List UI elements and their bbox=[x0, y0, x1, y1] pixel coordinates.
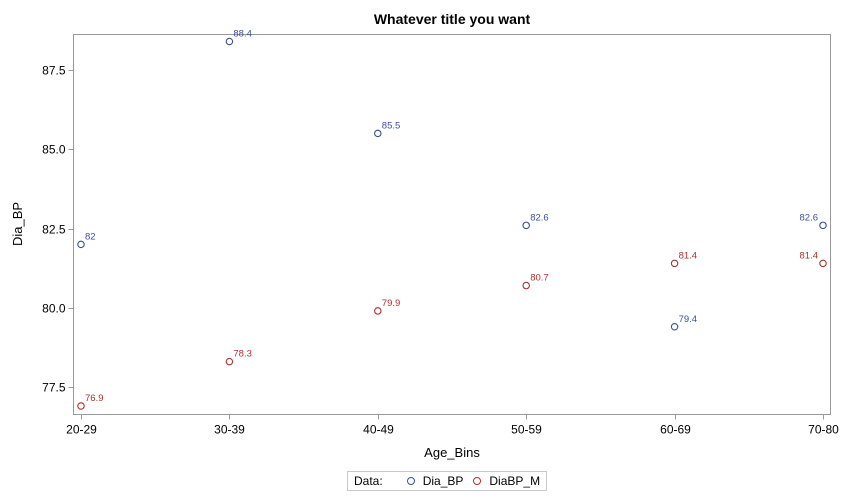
data-points: 82 88.4 85.5 82.6 79.4 82.6 76.9 78.3 79.9 80.7 81… bbox=[77, 28, 827, 410]
y-axis-label: Dia_BP bbox=[10, 202, 25, 246]
x-tick-label: 20-29 bbox=[66, 423, 97, 437]
legend-title: Data: bbox=[354, 474, 383, 488]
data-label: 85.5 bbox=[382, 120, 401, 131]
legend-item-label: DiaBP_M bbox=[489, 474, 541, 488]
data-point-diabp-m bbox=[670, 259, 679, 268]
y-tick-label: 87.5 bbox=[42, 64, 66, 78]
data-point-diabp-m bbox=[374, 307, 382, 315]
data-label: 80.7 bbox=[530, 273, 549, 284]
legend-item-diabp-m: DiaBP_M bbox=[473, 474, 540, 488]
y-tick-label: 80.0 bbox=[42, 302, 66, 316]
x-axis-label: Age_Bins bbox=[424, 445, 480, 460]
data-label: 81.4 bbox=[800, 250, 819, 261]
data-point-diabp-m bbox=[819, 259, 827, 268]
plot-area bbox=[73, 34, 831, 415]
data-point-dia-bp bbox=[670, 323, 679, 331]
y-tick-label: 82.5 bbox=[42, 223, 66, 237]
data-point-dia-bp bbox=[77, 240, 85, 249]
x-axis: 20-29 30-39 40-49 50-59 60-69 70-80 bbox=[66, 414, 839, 437]
data-point-diabp-m bbox=[522, 281, 530, 290]
y-axis: 77.5 80.0 82.5 85.0 87.5 bbox=[42, 64, 74, 395]
data-label: 79.9 bbox=[382, 298, 401, 309]
x-tick-label: 30-39 bbox=[214, 423, 245, 437]
x-tick-label: 50-59 bbox=[511, 423, 542, 437]
data-label: 82.6 bbox=[800, 212, 819, 223]
data-label: 81.4 bbox=[679, 250, 698, 261]
open-circle-marker-icon bbox=[473, 477, 482, 485]
x-tick-label: 60-69 bbox=[660, 423, 691, 437]
data-point-dia-bp bbox=[225, 37, 234, 46]
data-label: 82.6 bbox=[530, 212, 549, 223]
y-tick-label: 77.5 bbox=[42, 381, 66, 395]
data-point-dia-bp bbox=[522, 221, 530, 230]
x-tick-label: 40-49 bbox=[363, 423, 394, 437]
data-label: 88.4 bbox=[233, 28, 252, 39]
chart-title: Whatever title you want bbox=[374, 11, 531, 27]
data-label: 82 bbox=[85, 231, 96, 242]
y-tick-label: 85.0 bbox=[42, 143, 66, 157]
x-tick-label: 70-80 bbox=[808, 423, 839, 437]
data-point-diabp-m bbox=[225, 357, 234, 366]
legend-item-label: Dia_BP bbox=[422, 474, 464, 488]
data-label: 76.9 bbox=[85, 393, 104, 404]
data-label: 79.4 bbox=[679, 314, 698, 325]
data-point-diabp-m bbox=[77, 402, 85, 410]
legend: Data: Dia_BP DiaBP_M bbox=[347, 471, 548, 491]
data-label: 78.3 bbox=[233, 349, 252, 360]
data-point-dia-bp bbox=[374, 129, 382, 138]
data-point-dia-bp bbox=[819, 221, 827, 230]
open-circle-marker-icon bbox=[406, 477, 415, 485]
legend-item-dia-bp: Dia_BP bbox=[406, 474, 464, 488]
